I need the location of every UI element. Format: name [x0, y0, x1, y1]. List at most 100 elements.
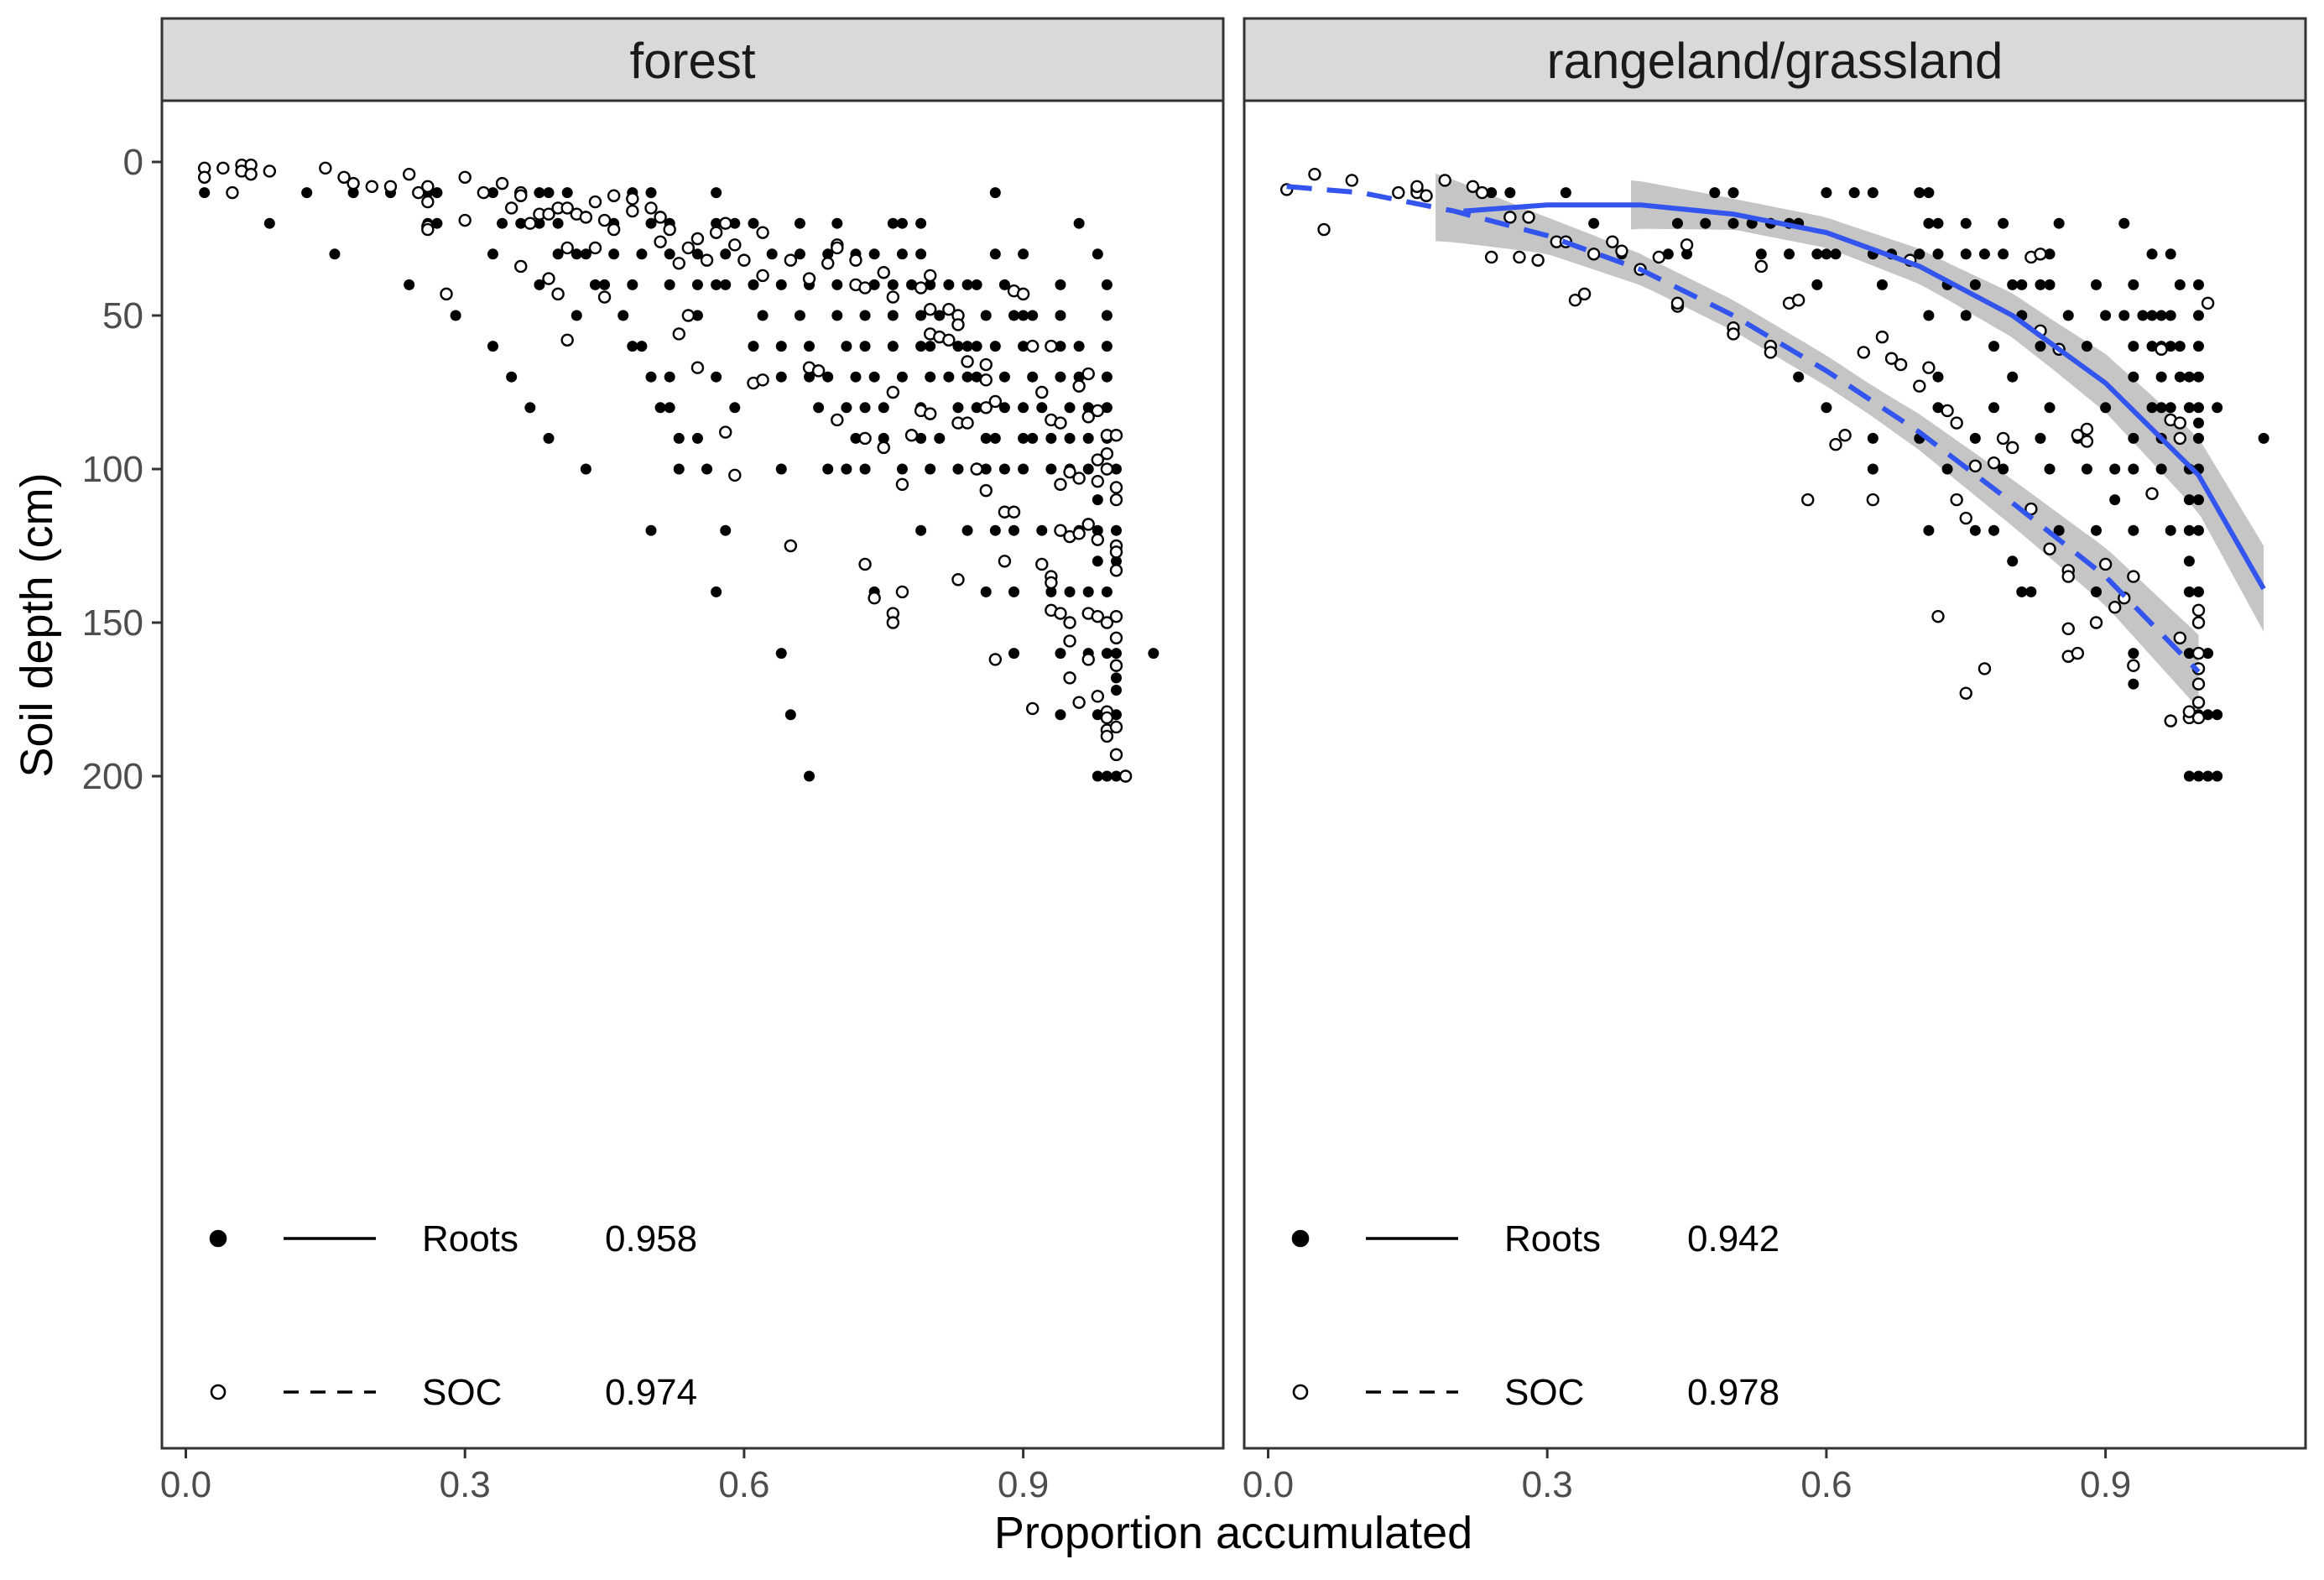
data-point-roots [2035, 341, 2046, 352]
data-point-soc [626, 204, 639, 218]
data-point-soc [1081, 518, 1095, 531]
data-point-roots [691, 432, 703, 444]
data-point-roots [1055, 371, 1066, 383]
data-point-roots [654, 402, 666, 414]
data-point-roots [1148, 648, 1159, 660]
data-point-soc [1109, 631, 1123, 644]
data-point-soc [886, 385, 900, 399]
data-point-roots [961, 371, 973, 383]
data-point-roots [925, 463, 936, 475]
data-point-soc [923, 269, 937, 283]
data-point-roots [1988, 341, 2000, 352]
data-point-roots [534, 279, 545, 290]
data-point-roots [301, 187, 313, 199]
data-point-roots [1988, 524, 2000, 536]
data-point-roots [720, 248, 732, 260]
data-point-roots [925, 279, 936, 290]
data-point-roots [506, 371, 518, 383]
data-point-soc [1531, 253, 1545, 267]
data-point-roots [2212, 402, 2223, 414]
data-point-soc [2061, 570, 2075, 583]
data-point-soc [319, 161, 332, 175]
data-point-soc [1959, 511, 1972, 525]
data-point-roots [2118, 310, 2130, 321]
data-point-roots [2128, 371, 2139, 383]
data-point-soc [1931, 609, 1945, 623]
data-point-soc [1503, 211, 1517, 224]
data-point-roots [2202, 648, 2214, 660]
data-point-roots [1092, 709, 1103, 721]
data-point-soc [412, 185, 425, 200]
data-point-roots [896, 217, 908, 229]
data-point-roots [691, 310, 703, 321]
x-tick-label: 0.9 [998, 1464, 1049, 1505]
data-point-roots [2155, 463, 2167, 475]
data-point-roots [1932, 402, 1944, 414]
data-point-soc [979, 401, 993, 415]
data-point-soc [858, 557, 872, 571]
data-point-soc [1109, 659, 1123, 672]
data-point-roots [822, 371, 834, 383]
data-point-roots [2137, 310, 2149, 321]
data-point-roots [1111, 672, 1122, 684]
data-point-roots [2044, 248, 2056, 260]
data-point-soc [1680, 238, 1694, 252]
data-point-roots [2118, 217, 2130, 229]
data-point-roots [971, 402, 982, 414]
data-point-soc [551, 287, 565, 301]
data-point-roots [2193, 341, 2204, 352]
data-point-roots [1101, 648, 1112, 660]
data-point-roots [487, 187, 498, 199]
data-point-soc [402, 167, 416, 181]
data-point-soc [970, 462, 983, 476]
data-point-roots [2183, 648, 2195, 660]
data-point-soc [1091, 453, 1105, 467]
data-point-soc [681, 241, 696, 255]
data-point-soc [2061, 622, 2075, 636]
data-point-soc [2191, 677, 2206, 691]
data-point-soc [1072, 696, 1086, 709]
data-point-roots [2016, 279, 2028, 290]
data-point-roots [980, 463, 992, 475]
data-point-roots [1111, 463, 1122, 475]
data-point-roots [1923, 217, 1935, 229]
data-point-soc [1045, 576, 1058, 590]
data-point-roots [1036, 402, 1048, 414]
data-point-roots [1055, 648, 1066, 660]
legend-value-roots: 0.958 [605, 1218, 697, 1259]
data-point-roots [1923, 187, 1935, 199]
data-point-roots [1064, 402, 1076, 414]
data-point-soc [988, 653, 1003, 666]
data-point-roots [804, 770, 815, 782]
data-point-soc [1959, 686, 1972, 700]
data-point-soc [495, 176, 509, 190]
data-point-roots [915, 432, 927, 444]
data-point-soc [1727, 327, 1740, 341]
data-point-soc [1829, 438, 1842, 451]
data-point-soc [1035, 557, 1049, 571]
data-point-soc [2191, 696, 2206, 709]
data-point-roots [1055, 279, 1066, 290]
data-point-roots [1008, 648, 1020, 660]
facet-panel: forest Roots 0.958 SOC 0.974 0.0 0.3 0.6 0.9 0 50 1… [82, 17, 1225, 1505]
legend-marker-roots [209, 1229, 227, 1248]
data-point-roots [1914, 248, 1925, 260]
facet-strip-label: forest [629, 33, 755, 89]
x-tick-label: 0.6 [1800, 1464, 1852, 1505]
data-point-roots [784, 709, 796, 721]
data-point-soc [458, 170, 472, 185]
data-point-roots [1727, 187, 1739, 199]
data-point-roots [2155, 310, 2167, 321]
data-point-soc [588, 241, 602, 255]
data-point-roots [989, 187, 1001, 199]
data-point-roots [887, 217, 899, 229]
data-point-roots [859, 310, 871, 321]
data-point-soc [1054, 524, 1067, 537]
data-point-roots [1018, 341, 1029, 352]
data-point-roots [2100, 402, 2112, 414]
data-point-soc [2191, 616, 2206, 629]
data-point-roots [878, 432, 889, 444]
data-point-soc [1109, 720, 1123, 734]
data-point-roots [1018, 310, 1029, 321]
data-point-roots [804, 371, 815, 383]
